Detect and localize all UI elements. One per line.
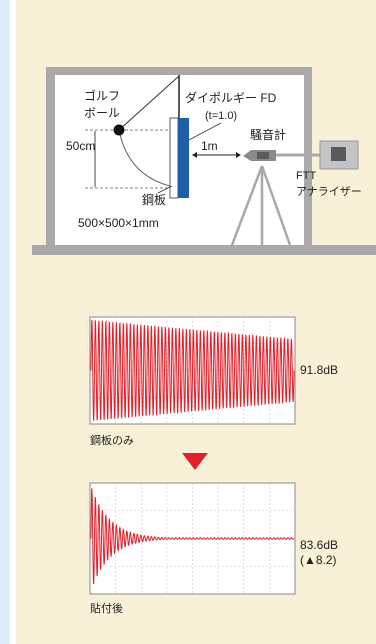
damping-label-1: ダイポルギー FD [185, 90, 277, 105]
damping-sheet [178, 118, 189, 198]
room-left-wall [46, 67, 55, 245]
distance-arrow-left [192, 152, 197, 158]
golf-ball-label-2: ボール [84, 106, 120, 120]
pendulum-string [118, 75, 180, 131]
tripod-leg-left [230, 165, 264, 246]
before-label: 鋼板のみ [90, 435, 134, 447]
plate-size-label: 500×500×1mm [78, 216, 159, 230]
tripod-leg-right [260, 165, 292, 246]
after-level: 83.6dB [300, 538, 339, 552]
plate-leader [157, 185, 173, 194]
floor [32, 245, 376, 255]
after-waveform [90, 488, 295, 585]
sound-meter-label: 騒音計 [250, 127, 286, 142]
meter-display [257, 152, 269, 159]
swing-arc [118, 129, 171, 187]
golf-ball [113, 124, 125, 136]
after-grid [90, 483, 295, 594]
after-label: 貼付後 [90, 603, 123, 615]
damping-label-2: (t=1.0) [205, 110, 237, 122]
distance-label: 1m [201, 139, 218, 153]
down-arrow-icon [182, 453, 208, 470]
drop-height-label: 50cm [66, 139, 95, 153]
distance-arrow-right [236, 152, 241, 158]
analyzer-screen [331, 147, 346, 161]
golf-ball-label-1: ゴルフ [84, 88, 120, 103]
analyzer-label-2: アナライザー [296, 186, 362, 198]
damping-leader [188, 122, 222, 141]
before-waveform [90, 319, 295, 421]
before-level: 91.8dB [300, 363, 339, 377]
side-strip [0, 0, 10, 644]
analyzer-label-1: FTT [296, 170, 317, 182]
after-reduction: (▲8.2) [300, 553, 337, 567]
room-ceiling [46, 67, 312, 75]
plate-label: 鋼板 [142, 193, 166, 207]
